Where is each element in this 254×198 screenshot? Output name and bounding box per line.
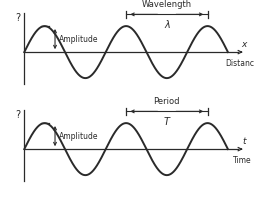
Text: T: T [163, 117, 169, 127]
Text: λ: λ [163, 20, 169, 30]
Text: Distance: Distance [225, 59, 254, 68]
Text: Amplitude: Amplitude [59, 132, 98, 141]
Text: Period: Period [153, 97, 179, 106]
Text: Time: Time [232, 156, 250, 165]
Text: ?: ? [15, 13, 20, 23]
Text: ?: ? [15, 110, 20, 120]
Text: Amplitude: Amplitude [59, 35, 98, 44]
Text: Wavelength: Wavelength [141, 0, 191, 9]
Text: t: t [241, 137, 245, 146]
Text: x: x [240, 40, 245, 49]
